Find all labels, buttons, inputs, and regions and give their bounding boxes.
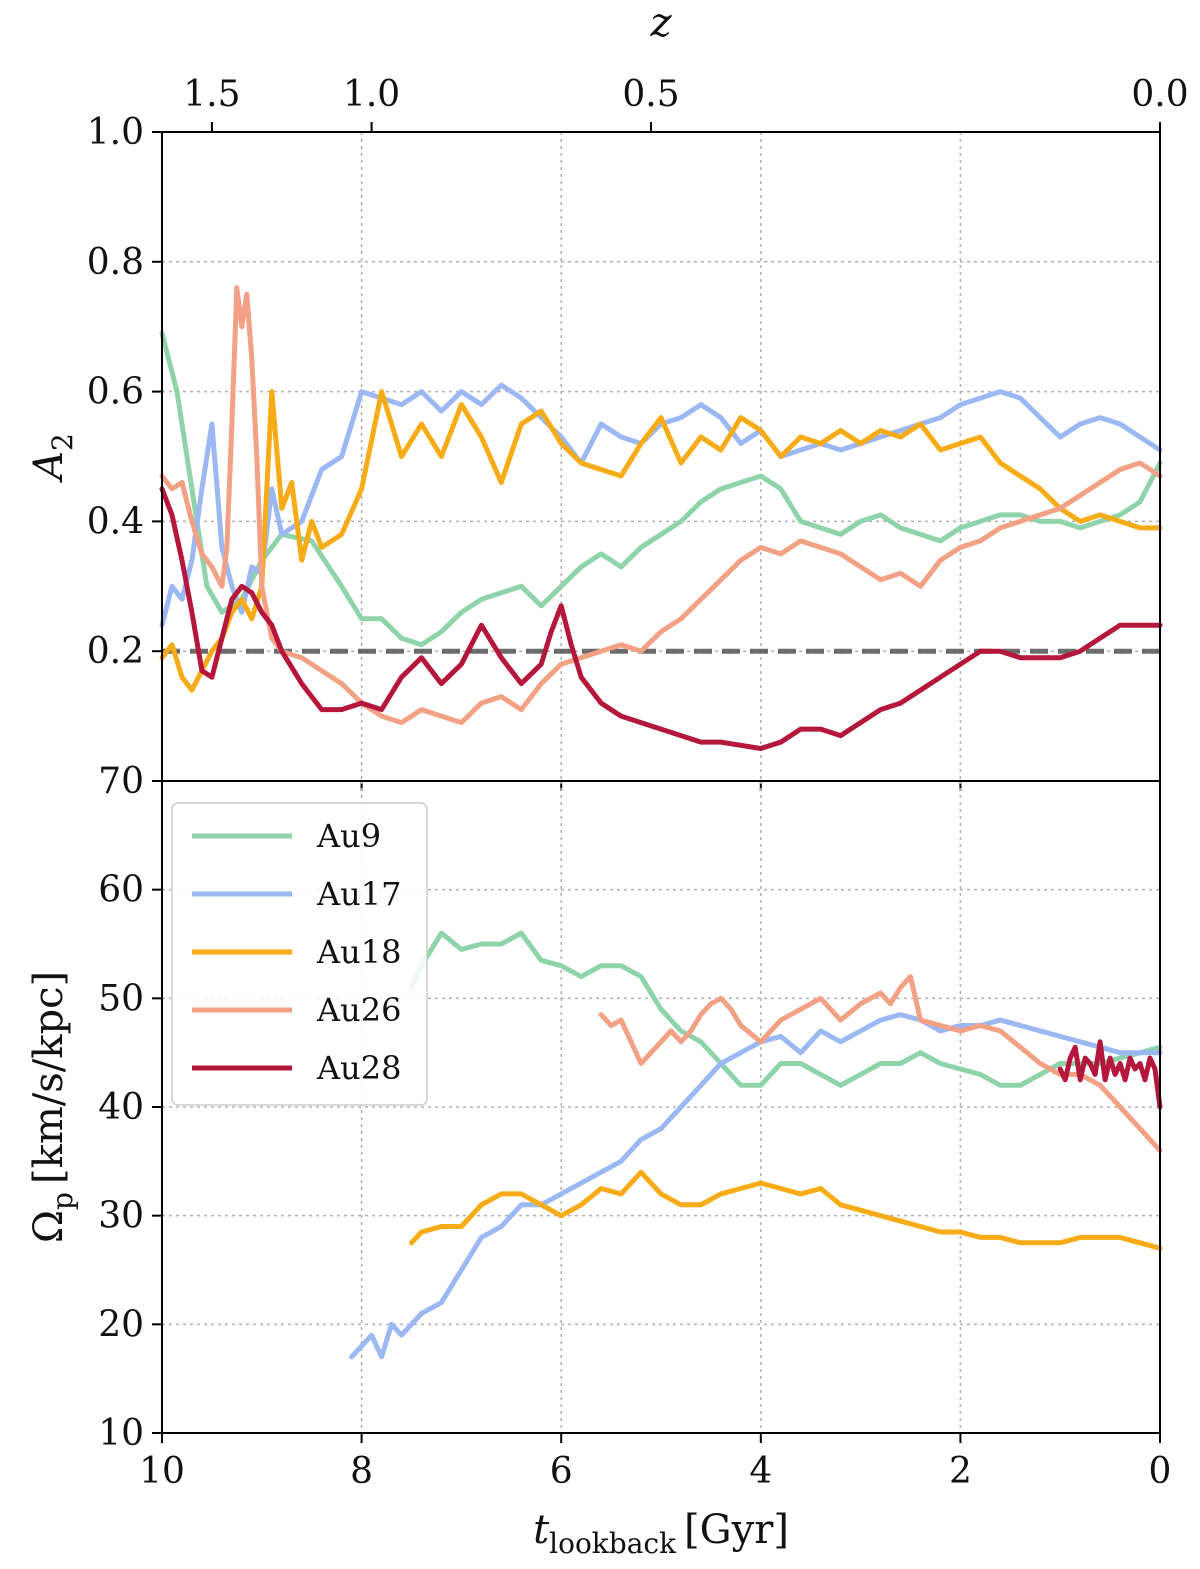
- t-subscript: lookback: [549, 1527, 677, 1560]
- series-line-au18: [409, 1169, 1163, 1251]
- bottom-y-ticks: 10 20 30 40 50 60 70: [98, 761, 162, 1454]
- y-label-symbol: A: [26, 451, 72, 484]
- t-unit: [Gyr]: [684, 1507, 789, 1553]
- series-line-au28: [1057, 1039, 1163, 1110]
- z-tick-label: 1.5: [183, 74, 240, 115]
- legend-label-au9: Au9: [316, 817, 381, 855]
- series-line-au9: [409, 930, 1163, 1088]
- legend-label-au26: Au26: [316, 991, 401, 1029]
- y-tick-label: 10: [98, 1413, 144, 1454]
- series-line-au28: [159, 486, 1163, 751]
- x-tick-label: 8: [350, 1451, 373, 1492]
- y-tick-label: 20: [98, 1304, 144, 1345]
- legend-label-au17: Au17: [316, 875, 401, 913]
- omega-unit: [km/s/kpc]: [26, 971, 72, 1184]
- top-z-axis-label: z: [649, 0, 672, 46]
- legend-box: [171, 802, 428, 1106]
- bottom-x-axis-label: tlookback [Gyr]: [533, 1507, 789, 1560]
- x-tick-label: 2: [949, 1451, 972, 1492]
- legend-label-au18: Au18: [316, 933, 401, 971]
- y-tick-label: 30: [98, 1196, 144, 1237]
- bottom-series-group: [349, 930, 1163, 1360]
- bottom-y-axis-label: Ωp [km/s/kpc]: [26, 971, 79, 1243]
- omega-symbol: Ω: [26, 1210, 72, 1243]
- bottom-x-ticks: 10 8 6 4 2 0: [139, 1433, 1171, 1492]
- y-tick-label: 1.0: [87, 112, 144, 153]
- y-tick-label: 0.2: [87, 631, 144, 672]
- y-tick-label: 0.4: [87, 501, 144, 542]
- omega-subscript: p: [46, 1192, 79, 1210]
- series-line-au26: [159, 285, 1163, 726]
- series-line-au26: [598, 974, 1163, 1153]
- x-tick-label: 0: [1149, 1451, 1172, 1492]
- y-tick-label: 0.6: [87, 372, 144, 413]
- y-tick-label: 0.8: [87, 242, 144, 283]
- y-tick-label: 50: [98, 978, 144, 1019]
- z-tick-label: 1.0: [343, 74, 400, 115]
- top-series-group: [159, 285, 1163, 751]
- x-tick-label: 10: [139, 1451, 185, 1492]
- z-tick-label: 0.5: [622, 74, 679, 115]
- y-label-subscript: 2: [46, 433, 79, 451]
- top-y-ticks: 0.2 0.4 0.6 0.8 1.0: [87, 112, 162, 672]
- x-tick-label: 4: [749, 1451, 772, 1492]
- top-grid: [162, 132, 1160, 781]
- top-y-axis-label: A2: [26, 433, 79, 484]
- z-tick-label: 0.0: [1131, 74, 1188, 115]
- t-symbol: t: [533, 1507, 550, 1553]
- series-line-au17: [349, 1012, 1163, 1360]
- series-line-au17: [159, 382, 1163, 628]
- legend-label-au28: Au28: [316, 1049, 401, 1087]
- series-line-au18: [159, 389, 1163, 693]
- top-z-axis-ticks: 1.5 1.0 0.5 0.0: [183, 74, 1189, 132]
- y-tick-label: 60: [98, 870, 144, 911]
- y-tick-label: 40: [98, 1087, 144, 1128]
- legend: Au9 Au17 Au18 Au26 Au28: [171, 802, 428, 1106]
- bottom-grid: [162, 781, 1160, 1433]
- y-tick-label: 70: [98, 761, 144, 802]
- x-tick-label: 6: [550, 1451, 573, 1492]
- series-line-au9: [159, 330, 1163, 648]
